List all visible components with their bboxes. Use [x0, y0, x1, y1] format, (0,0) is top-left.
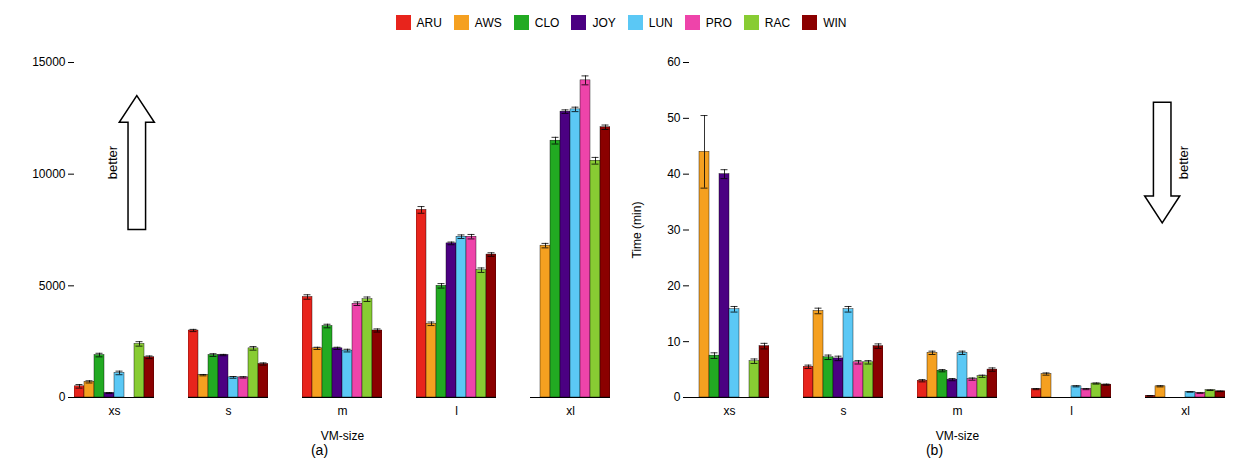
- svg-text:0: 0: [674, 390, 681, 404]
- svg-text:15000: 15000: [32, 55, 66, 69]
- html-text:CLO: CLO: [534, 15, 560, 30]
- svg-text:m: m: [338, 404, 348, 418]
- html-text:RAC: RAC: [764, 15, 791, 30]
- svg-text:40: 40: [667, 167, 681, 181]
- svg-text:xs: xs: [724, 404, 736, 418]
- svg-text:better: better: [105, 145, 120, 179]
- svg-text:10: 10: [667, 335, 681, 349]
- svg-text:5000: 5000: [39, 279, 66, 293]
- svg-text:xs: xs: [109, 404, 121, 418]
- svg-text:30: 30: [667, 223, 681, 237]
- svg-text:20: 20: [667, 279, 681, 293]
- html-text:(a): (a): [310, 442, 329, 458]
- html-text:AWS: AWS: [474, 15, 502, 30]
- svg-text:VM-size: VM-size: [936, 429, 980, 443]
- svg-text:60: 60: [667, 55, 681, 69]
- svg-text:Time (min): Time (min): [630, 202, 644, 259]
- svg-text:50: 50: [667, 111, 681, 125]
- svg-text:xl: xl: [1181, 404, 1190, 418]
- svg-text:VM-size: VM-size: [321, 429, 365, 443]
- svg-text:s: s: [841, 404, 847, 418]
- html-text:WIN: WIN: [823, 15, 847, 30]
- html-text:PRO: PRO: [705, 15, 732, 30]
- html-text:JOY: JOY: [592, 15, 616, 30]
- svg-text:l: l: [1070, 404, 1073, 418]
- html-text:(b): (b): [925, 442, 944, 458]
- svg-text:0: 0: [59, 390, 66, 404]
- svg-text:better: better: [1176, 145, 1191, 179]
- svg-text:xl: xl: [566, 404, 575, 418]
- html-text:ARU: ARU: [416, 15, 442, 30]
- html-text:LUN: LUN: [648, 15, 673, 30]
- svg-text:10000: 10000: [32, 167, 66, 181]
- svg-text:l: l: [455, 404, 458, 418]
- svg-text:s: s: [226, 404, 232, 418]
- svg-text:m: m: [953, 404, 963, 418]
